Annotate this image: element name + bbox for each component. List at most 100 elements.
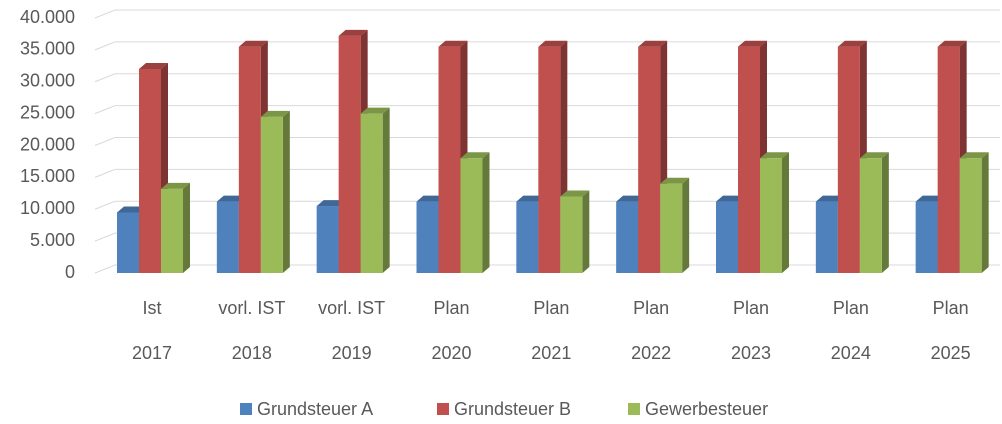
bar-face	[760, 158, 782, 273]
y-tick-label: 40.000	[20, 7, 75, 27]
bar-face	[538, 46, 561, 273]
bar-face	[216, 201, 239, 273]
bar	[760, 152, 789, 273]
bar	[959, 152, 989, 273]
bar-face	[183, 182, 190, 273]
bar	[859, 152, 889, 273]
bar-face	[117, 212, 139, 273]
x-tick-label: vorl. IST	[218, 298, 285, 318]
bar-face	[560, 196, 583, 273]
x-tick-label: 2021	[531, 343, 571, 363]
bar-face	[438, 40, 468, 47]
bar-face	[638, 46, 661, 273]
x-tick-label: 2018	[232, 343, 272, 363]
grid-line	[94, 200, 1000, 210]
bar-face	[859, 152, 889, 159]
bar-face	[616, 201, 639, 273]
legend-label: Gewerbesteuer	[645, 399, 768, 419]
bar-face	[416, 195, 446, 202]
bar-face	[382, 107, 390, 273]
bar	[560, 190, 590, 273]
y-tick-label: 20.000	[20, 134, 75, 154]
bar-face	[139, 63, 168, 69]
bar-face	[959, 152, 989, 159]
bar	[360, 107, 390, 273]
bar-face	[316, 206, 339, 273]
bar-face	[716, 201, 738, 273]
x-tick-label: Plan	[533, 298, 569, 318]
bar-face	[937, 40, 967, 47]
x-tick-label: 2024	[831, 343, 871, 363]
bar	[161, 182, 190, 273]
bar-face	[438, 46, 461, 273]
x-tick-label: 2025	[931, 343, 971, 363]
bar-face	[161, 182, 190, 189]
bar	[460, 152, 490, 273]
bar-face	[815, 195, 845, 202]
y-tick-label: 10.000	[20, 198, 75, 218]
bar-face	[117, 206, 146, 213]
bar-face	[338, 35, 361, 273]
legend-swatch	[240, 403, 252, 415]
bar-face	[560, 190, 590, 197]
bar-face	[682, 177, 690, 273]
grid-line	[94, 232, 1000, 242]
bar-face	[216, 195, 246, 202]
bar-face	[837, 46, 860, 273]
y-tick-label: 25.000	[20, 102, 75, 122]
x-tick-label: vorl. IST	[318, 298, 385, 318]
bar-face	[360, 107, 390, 114]
bar-face	[616, 195, 646, 202]
bar-face	[316, 200, 346, 207]
grid-line	[94, 105, 1000, 115]
x-tick-label: Plan	[433, 298, 469, 318]
bar	[660, 177, 690, 273]
bar-face	[660, 177, 690, 184]
bar-face	[937, 46, 960, 273]
y-tick-label: 30.000	[20, 71, 75, 91]
bar-face	[859, 158, 882, 273]
legend-label: Grundsteuer B	[454, 399, 571, 419]
y-tick-label: 35.000	[20, 39, 75, 59]
x-tick-label: Plan	[733, 298, 769, 318]
grid-line	[94, 9, 1000, 19]
bar-face	[338, 29, 368, 36]
bar-face	[482, 152, 490, 273]
bar-face	[161, 188, 183, 273]
bar-face	[959, 158, 982, 273]
y-tick-label: 5.000	[30, 230, 75, 250]
y-tick-label: 15.000	[20, 166, 75, 186]
bar-face	[238, 40, 268, 47]
bar-face	[516, 201, 539, 273]
bar-face	[460, 152, 490, 159]
x-tick-label: 2022	[631, 343, 671, 363]
grid-line	[94, 41, 1000, 51]
legend-label: Grundsteuer A	[257, 399, 373, 419]
bar-face	[460, 158, 483, 273]
bar-face	[416, 201, 439, 273]
bar	[260, 110, 290, 273]
y-tick-label: 0	[65, 262, 75, 282]
legend-swatch	[437, 403, 449, 415]
grid-line	[94, 264, 1000, 274]
bar-face	[282, 110, 290, 273]
x-tick-label: 2017	[132, 343, 172, 363]
bar-face	[815, 201, 838, 273]
bar-face	[760, 152, 789, 159]
grid-line	[94, 168, 1000, 178]
bar-face	[716, 195, 745, 202]
bar-face	[782, 152, 789, 273]
grid-line	[94, 73, 1000, 83]
bar-face	[738, 40, 767, 47]
x-tick-label: 2020	[431, 343, 471, 363]
bar-face	[638, 40, 668, 47]
bar-face	[238, 46, 261, 273]
bar-face	[915, 195, 945, 202]
x-tick-label: Ist	[142, 298, 161, 318]
bar-face	[738, 46, 760, 273]
x-tick-label: Plan	[633, 298, 669, 318]
bar-face	[538, 40, 568, 47]
bar-face	[260, 116, 283, 273]
bar-face	[582, 190, 590, 273]
